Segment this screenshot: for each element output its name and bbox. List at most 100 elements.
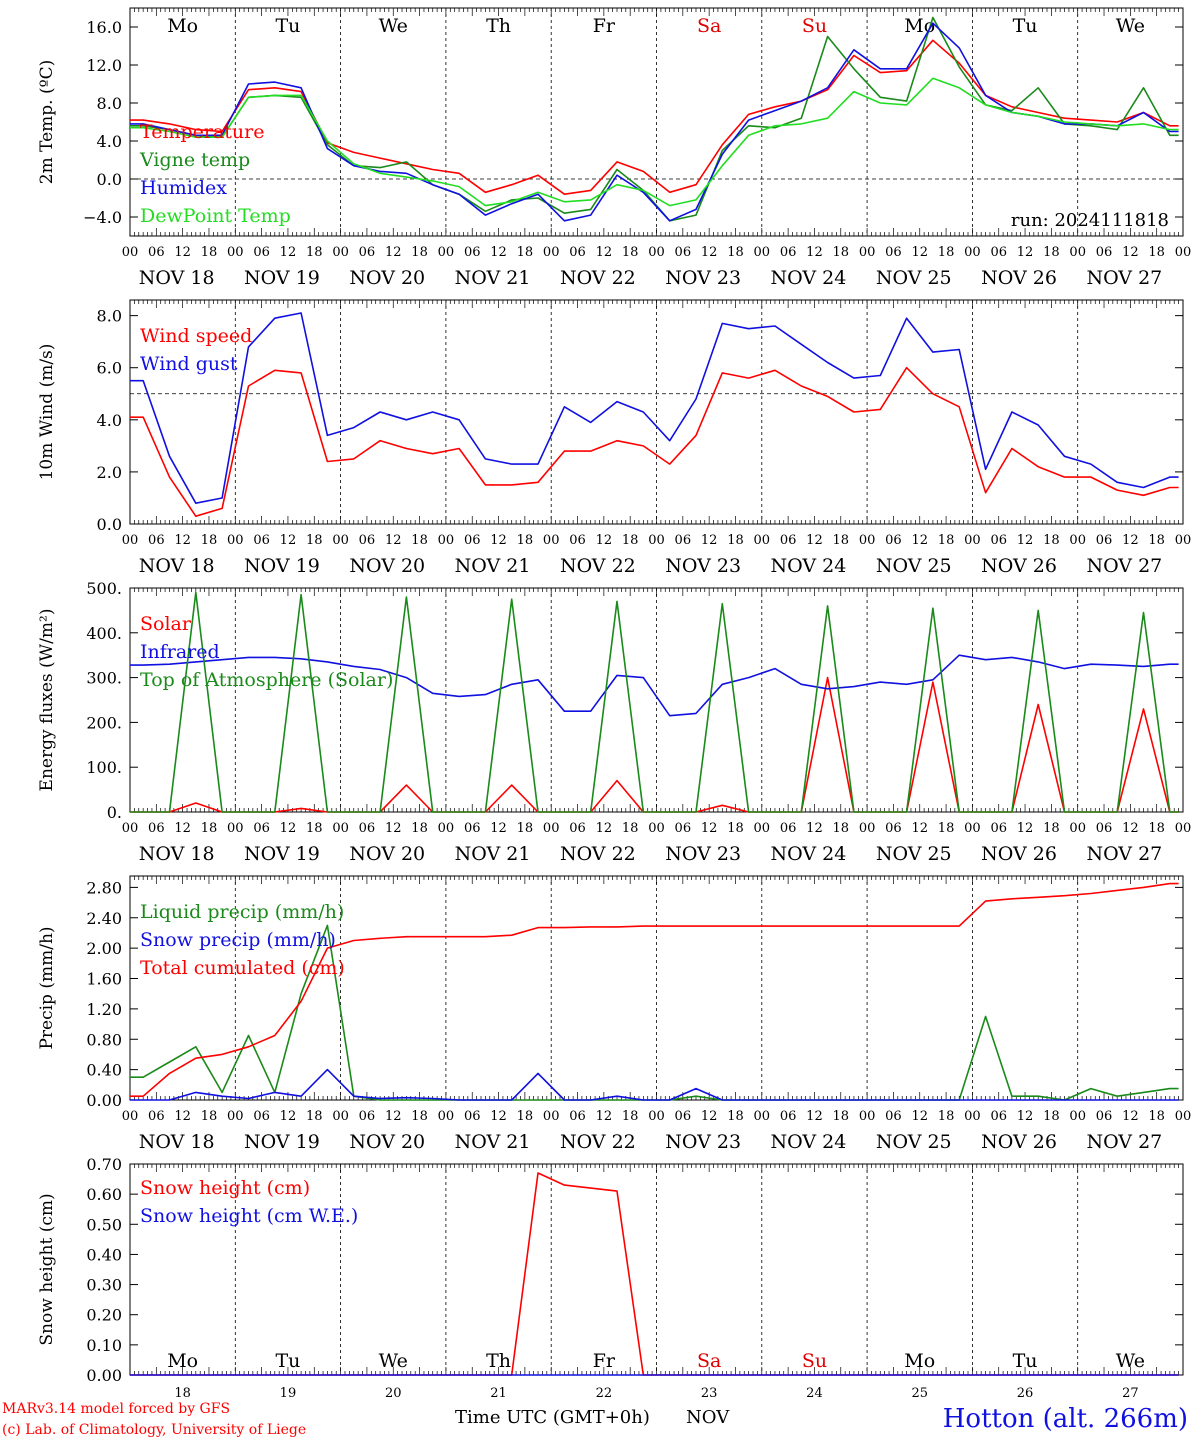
- hour-tick-label: 06: [569, 1109, 586, 1124]
- hour-tick-label: 00: [1175, 533, 1192, 548]
- hour-tick-label: 18: [517, 245, 534, 260]
- y-tick-label: 0.40: [86, 1245, 122, 1264]
- hour-tick-label: 12: [911, 245, 928, 260]
- hour-tick-label: 06: [990, 1109, 1007, 1124]
- day-label: NOV 26: [981, 555, 1057, 577]
- y-axis-label: 10m Wind (m/s): [37, 344, 57, 481]
- day-label: NOV 20: [349, 555, 425, 577]
- hour-tick-label: 12: [806, 245, 823, 260]
- hour-tick-label: 06: [885, 245, 902, 260]
- hour-tick-label: 18: [517, 533, 534, 548]
- hour-tick-label: 12: [280, 533, 297, 548]
- hour-tick-label: 06: [359, 821, 376, 836]
- day-number-label: 24: [806, 1386, 823, 1401]
- hour-tick-label: 06: [464, 1109, 481, 1124]
- y-tick-label: 0.0: [97, 170, 122, 189]
- series-line: [130, 1172, 1179, 1376]
- hour-tick-label: 12: [385, 821, 402, 836]
- series-line: [130, 924, 1179, 1101]
- hour-tick-label: 12: [1122, 821, 1139, 836]
- hour-tick-label: 06: [780, 1109, 797, 1124]
- y-tick-label: 0.60: [86, 1185, 122, 1204]
- y-tick-label: 16.0: [86, 18, 122, 37]
- hour-tick-label: 18: [622, 821, 639, 836]
- hour-tick-label: 12: [490, 821, 507, 836]
- weekday-label: Fr: [593, 1350, 616, 1372]
- series-line: [130, 22, 1179, 222]
- chart-panel: 0.00 0.40 0.80 1.20 1.60 2.00 2.40 2.80 Precip (…: [37, 875, 1191, 1153]
- y-tick-label: 500.: [86, 579, 122, 598]
- hour-tick-label: 12: [1122, 533, 1139, 548]
- y-tick-label: 0.30: [86, 1276, 122, 1295]
- y-tick-label: 0.00: [86, 1091, 122, 1110]
- hour-tick-label: 18: [1148, 533, 1165, 548]
- y-tick-label: 1.20: [86, 1000, 122, 1019]
- legend-entry: DewPoint Temp: [140, 205, 291, 227]
- y-tick-label: 0.80: [86, 1030, 122, 1049]
- hour-tick-label: 00: [754, 533, 771, 548]
- hour-tick-label: 06: [253, 245, 270, 260]
- weekday-label: Fr: [593, 15, 616, 37]
- y-axis-label: Snow height (cm): [37, 1193, 57, 1345]
- day-label: NOV 21: [455, 555, 531, 577]
- day-label: NOV 22: [560, 267, 636, 289]
- y-tick-label: 400.: [86, 624, 122, 643]
- hour-tick-label: 18: [306, 533, 323, 548]
- hour-tick-label: 12: [280, 245, 297, 260]
- hour-tick-label: 12: [911, 1109, 928, 1124]
- day-label: NOV 23: [665, 1131, 741, 1153]
- hour-tick-label: 06: [464, 821, 481, 836]
- day-label: NOV 27: [1086, 555, 1162, 577]
- day-number-label: 22: [596, 1386, 613, 1401]
- hour-tick-label: 12: [596, 821, 613, 836]
- day-label: NOV 25: [876, 1131, 952, 1153]
- hour-tick-label: 12: [1122, 1109, 1139, 1124]
- day-label: NOV 27: [1086, 843, 1162, 865]
- hour-tick-label: 18: [1043, 245, 1060, 260]
- day-number-label: 21: [490, 1386, 507, 1401]
- hour-tick-label: 00: [754, 1109, 771, 1124]
- hour-tick-label: 00: [1069, 245, 1086, 260]
- legend-entry: Temperature: [140, 121, 264, 143]
- hour-tick-label: 06: [675, 821, 692, 836]
- hour-tick-label: 00: [122, 821, 139, 836]
- y-tick-label: 8.0: [97, 94, 122, 113]
- series-line: [130, 654, 1179, 717]
- hour-tick-label: 00: [227, 245, 244, 260]
- legend-entry: Snow height (cm W.E.): [140, 1205, 358, 1227]
- day-label: NOV 26: [981, 267, 1057, 289]
- hour-tick-label: 12: [596, 1109, 613, 1124]
- hour-tick-label: 06: [990, 245, 1007, 260]
- hour-tick-label: 06: [885, 821, 902, 836]
- weekday-label: Mo: [167, 15, 198, 37]
- hour-tick-label: 00: [648, 245, 665, 260]
- day-label: NOV 27: [1086, 267, 1162, 289]
- weekday-label: Tu: [275, 15, 300, 37]
- hour-tick-label: 12: [490, 1109, 507, 1124]
- day-number-label: 18: [174, 1386, 191, 1401]
- hour-tick-label: 00: [227, 821, 244, 836]
- day-label: NOV 25: [876, 843, 952, 865]
- hour-tick-label: 18: [727, 245, 744, 260]
- hour-tick-label: 00: [648, 533, 665, 548]
- hour-tick-label: 18: [306, 821, 323, 836]
- hour-tick-label: 18: [938, 1109, 955, 1124]
- hour-tick-label: 12: [174, 1109, 191, 1124]
- hour-tick-label: 06: [675, 533, 692, 548]
- legend-entry: Snow height (cm): [140, 1177, 310, 1199]
- y-tick-label: 2.0: [97, 463, 122, 482]
- hour-tick-label: 18: [833, 533, 850, 548]
- hour-tick-label: 00: [543, 821, 560, 836]
- hour-tick-label: 06: [569, 821, 586, 836]
- chart-panel: −4.0 0.0 4.0 8.0 12.0 16.0 2m Temp. (ºC) 00 06 12…: [37, 7, 1191, 289]
- hour-tick-label: 06: [148, 821, 165, 836]
- hour-tick-label: 12: [911, 821, 928, 836]
- hour-tick-label: 12: [174, 821, 191, 836]
- day-label: NOV 24: [771, 843, 847, 865]
- y-axis-label: Precip (mm/h): [37, 926, 57, 1049]
- hour-tick-label: 12: [596, 245, 613, 260]
- hour-tick-label: 00: [543, 533, 560, 548]
- model-credit: MARv3.14 model forced by GFS: [2, 1401, 230, 1417]
- hour-tick-label: 00: [859, 533, 876, 548]
- hour-tick-label: 00: [648, 1109, 665, 1124]
